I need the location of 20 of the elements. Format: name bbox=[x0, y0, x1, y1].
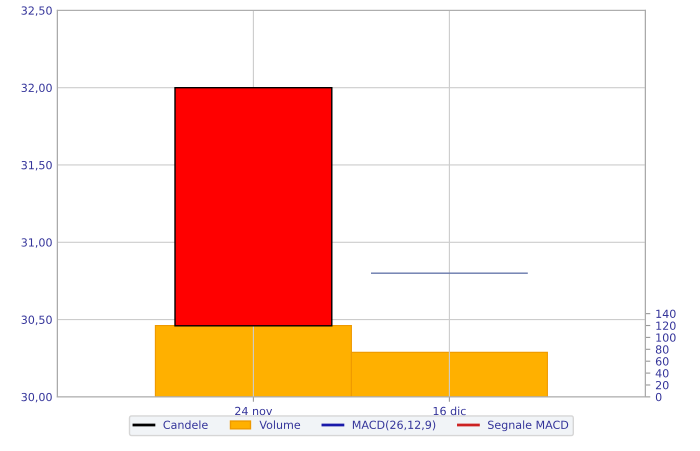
y2-tick-label: 60 bbox=[656, 357, 669, 366]
y2-tick-label: 80 bbox=[656, 345, 669, 354]
y-tick-label: 31,50 bbox=[22, 160, 52, 170]
y2-tick-label: 140 bbox=[656, 310, 676, 318]
y-tick-label: 31,00 bbox=[22, 238, 52, 248]
y2-tick-label: 20 bbox=[656, 380, 669, 390]
y-tick-label: 32,00 bbox=[22, 84, 52, 94]
y2-tick-label: 120 bbox=[656, 322, 676, 330]
legend-label: MACD(26,12,9) bbox=[352, 420, 436, 430]
y2-tick-label: 0 bbox=[656, 392, 662, 402]
x-tick-label: 24 nov bbox=[235, 406, 272, 416]
y2-tick-label: 100 bbox=[656, 333, 676, 342]
x-tick-label: 16 dic bbox=[434, 406, 466, 416]
legend-label: Segnale MACD bbox=[488, 420, 568, 432]
y-tick-label: 32,50 bbox=[22, 6, 52, 16]
legend-label: Candele bbox=[163, 420, 208, 430]
legend-label: Volume bbox=[259, 420, 300, 430]
y-tick-label: 30,50 bbox=[22, 316, 52, 326]
y-tick-label: 30,00 bbox=[22, 392, 52, 402]
y2-tick-label: 40 bbox=[656, 369, 669, 378]
